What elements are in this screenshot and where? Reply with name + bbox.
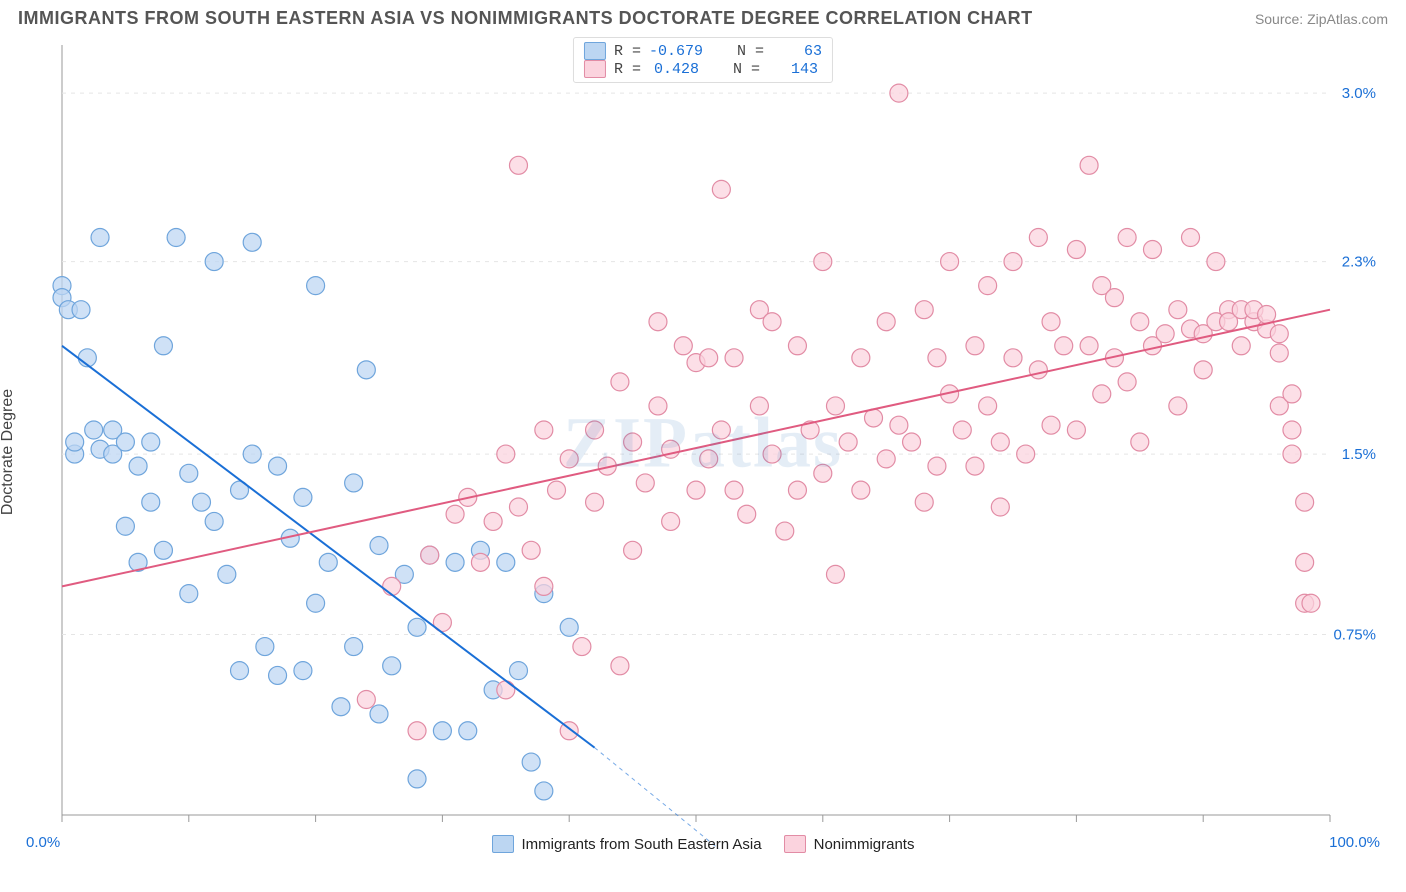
legend-swatch-icon xyxy=(584,42,606,60)
x-axis-end-label: 100.0% xyxy=(1329,834,1380,851)
chart-title: IMMIGRANTS FROM SOUTH EASTERN ASIA VS NO… xyxy=(18,8,1033,29)
legend-row-immigrants: R = -0.679 N = 63 xyxy=(584,42,822,60)
correlation-legend: R =-0.679 N =63R =0.428 N =143 xyxy=(573,37,833,83)
r-value: 0.428 xyxy=(649,61,699,78)
svg-text:1.5%: 1.5% xyxy=(1342,446,1376,463)
source-attribution: Source: ZipAtlas.com xyxy=(1255,11,1388,27)
n-value: 143 xyxy=(768,61,818,78)
x-axis-start-label: 0.0% xyxy=(26,834,60,851)
chart-container: Doctorate Degree ZIPatlas 0.75%1.5%2.3%3… xyxy=(18,37,1388,849)
r-value: -0.679 xyxy=(649,43,703,60)
y-axis-label: Doctorate Degree xyxy=(0,389,17,515)
svg-text:2.3%: 2.3% xyxy=(1342,254,1376,271)
r-label: R = xyxy=(614,43,641,60)
n-value: 63 xyxy=(772,43,822,60)
r-label: R = xyxy=(614,61,641,78)
svg-text:3.0%: 3.0% xyxy=(1342,85,1376,102)
svg-text:0.75%: 0.75% xyxy=(1333,627,1376,644)
scatter-chart: 0.75% 1.5% 2.3% 3.0% xyxy=(18,37,1388,849)
n-label: N = xyxy=(737,43,764,60)
legend-swatch-icon xyxy=(584,60,606,78)
legend-row-nonimmigrants: R = 0.428 N = 143 xyxy=(584,60,822,78)
n-label: N = xyxy=(733,61,760,78)
series-nonimmigrants xyxy=(357,84,1320,740)
